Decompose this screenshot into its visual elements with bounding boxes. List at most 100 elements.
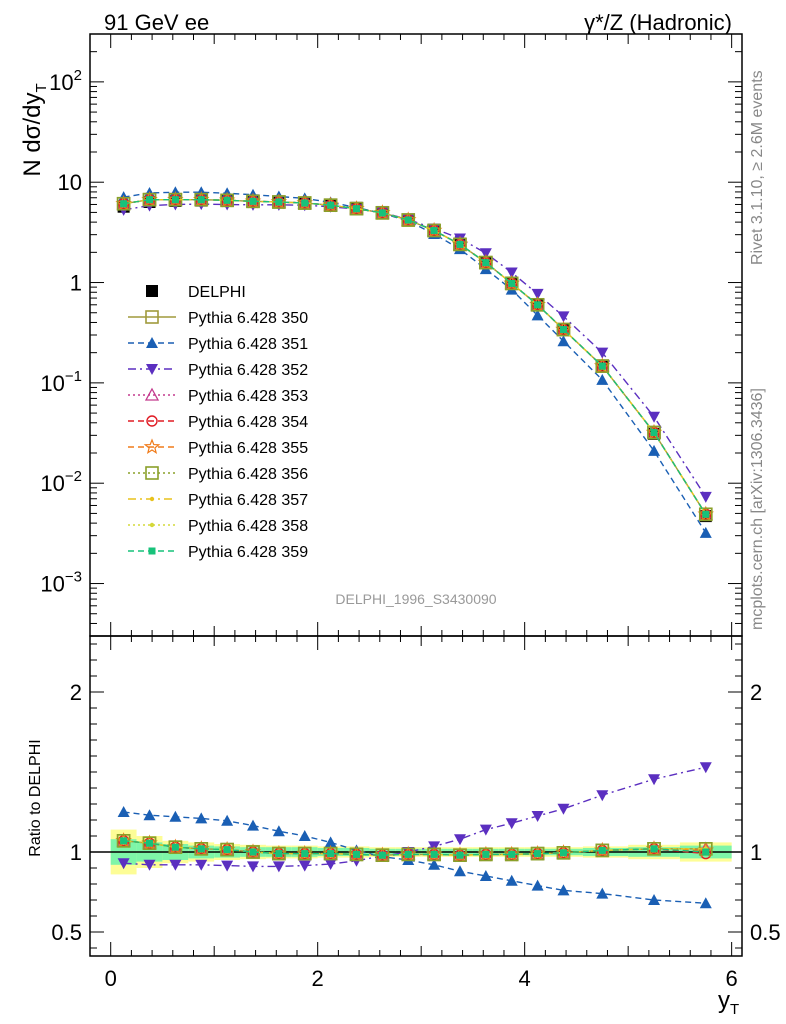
ratio-point — [482, 850, 490, 858]
data-point — [559, 326, 567, 334]
data-point — [456, 240, 464, 248]
ratio-point — [298, 830, 311, 841]
ratio-point — [505, 818, 518, 830]
data-point — [401, 213, 416, 227]
data-point — [378, 209, 386, 217]
data-point — [531, 299, 544, 311]
data-point — [223, 196, 231, 204]
data-point — [327, 201, 335, 209]
data-point — [375, 206, 390, 220]
data-point — [508, 279, 516, 287]
y-tick-label: 10−3 — [40, 569, 82, 597]
ratio-point — [247, 861, 259, 873]
legend-marker — [146, 364, 158, 375]
main-panel: 10−3 10−2 10−1 1 10 102 — [40, 33, 743, 637]
data-point — [404, 216, 412, 224]
legend-marker — [149, 522, 155, 528]
ratio-point — [559, 849, 567, 857]
legend-marker — [146, 285, 158, 297]
ratio-point — [404, 850, 412, 858]
ratio-point — [272, 861, 285, 873]
y-tick-label: 10 — [58, 170, 82, 195]
data-point — [595, 359, 610, 373]
ratio-y-tick-label: 2 — [70, 680, 82, 705]
x-tick-label: 0 — [105, 966, 117, 991]
data-point — [428, 224, 440, 237]
ratio-point — [275, 850, 283, 858]
ratio-point — [143, 809, 156, 821]
data-point — [349, 201, 364, 216]
rivet-version-label: Rivet 3.1.10, ≥ 2.6M events — [749, 70, 766, 265]
ratio-point — [428, 858, 441, 870]
main-y-axis-title: N dσ/dyT — [19, 83, 50, 176]
ratio-point — [479, 870, 492, 881]
ratio-point — [169, 810, 182, 822]
ratio-point — [197, 845, 205, 853]
y-tick-label: 10−1 — [40, 368, 82, 396]
data-point — [596, 347, 609, 359]
ratio-point — [479, 824, 492, 836]
legend-marker — [143, 438, 161, 455]
data-point — [117, 198, 130, 210]
ratio-point — [453, 865, 466, 877]
ratio-point — [648, 894, 661, 905]
svg-text:N dσ/dyT: N dσ/dyT — [19, 83, 50, 176]
ratio-point — [378, 851, 386, 859]
data-point — [453, 243, 466, 255]
ratio-point — [702, 848, 710, 856]
data-point — [531, 309, 544, 321]
y-tick-label: 10−2 — [40, 468, 82, 496]
ratio-point — [352, 850, 360, 858]
data-point — [598, 362, 606, 370]
ratio-y-tick-label-right: 2 — [750, 680, 762, 705]
legend-label: Pythia 6.428 359 — [188, 544, 308, 561]
ratio-point — [534, 850, 542, 858]
ratio-point — [171, 843, 179, 851]
data-point — [700, 508, 712, 520]
ratio-point — [169, 859, 182, 871]
y-tick-label: 1 — [70, 271, 82, 296]
data-point — [699, 491, 712, 503]
data-point — [479, 248, 492, 260]
ratio-point — [272, 825, 285, 837]
data-point — [557, 323, 570, 336]
data-point — [352, 205, 360, 213]
ratio-point — [298, 860, 311, 872]
data-point — [249, 197, 257, 205]
ratio-point — [531, 811, 544, 822]
ratio-point — [430, 850, 438, 858]
legend-label: Pythia 6.428 350 — [188, 310, 308, 327]
ratio-point — [596, 790, 609, 802]
data-point — [120, 200, 128, 208]
data-point — [699, 526, 712, 538]
ratio-point — [324, 836, 337, 848]
legend: DELPHI Pythia 6.428 350 Pythia 6.428 351 Py… — [128, 284, 308, 561]
data-point — [650, 429, 658, 437]
data-point — [146, 196, 154, 204]
legend-label: Pythia 6.428 355 — [188, 440, 308, 457]
x-tick-label: 2 — [312, 966, 324, 991]
header-right-label: γ*/Z (Hadronic) — [584, 10, 732, 35]
data-point — [698, 507, 713, 522]
ratio-point — [598, 846, 606, 854]
ratio-point — [324, 859, 337, 870]
data-point — [275, 198, 283, 206]
ratio-y-axis-title: Ratio to DELPHI — [27, 739, 44, 856]
y-tick-label: 102 — [49, 67, 82, 95]
ratio-point — [143, 859, 156, 871]
legend-label: Pythia 6.428 358 — [188, 518, 308, 535]
ratio-point — [146, 839, 154, 847]
legend-marker — [145, 310, 159, 324]
legend-marker — [148, 547, 156, 555]
legend-label: Pythia 6.428 354 — [188, 414, 308, 431]
x-tick-label: 4 — [519, 966, 531, 991]
ratio-y-tick-label-right: 1 — [750, 840, 762, 865]
legend-label: Pythia 6.428 357 — [188, 492, 308, 509]
ratio-point — [327, 850, 335, 858]
data-point — [505, 267, 518, 279]
ratio-frame — [89, 635, 743, 957]
ratio-point — [531, 879, 544, 891]
ratio-point — [301, 850, 309, 858]
data-point — [402, 214, 414, 226]
data-point — [557, 335, 570, 347]
